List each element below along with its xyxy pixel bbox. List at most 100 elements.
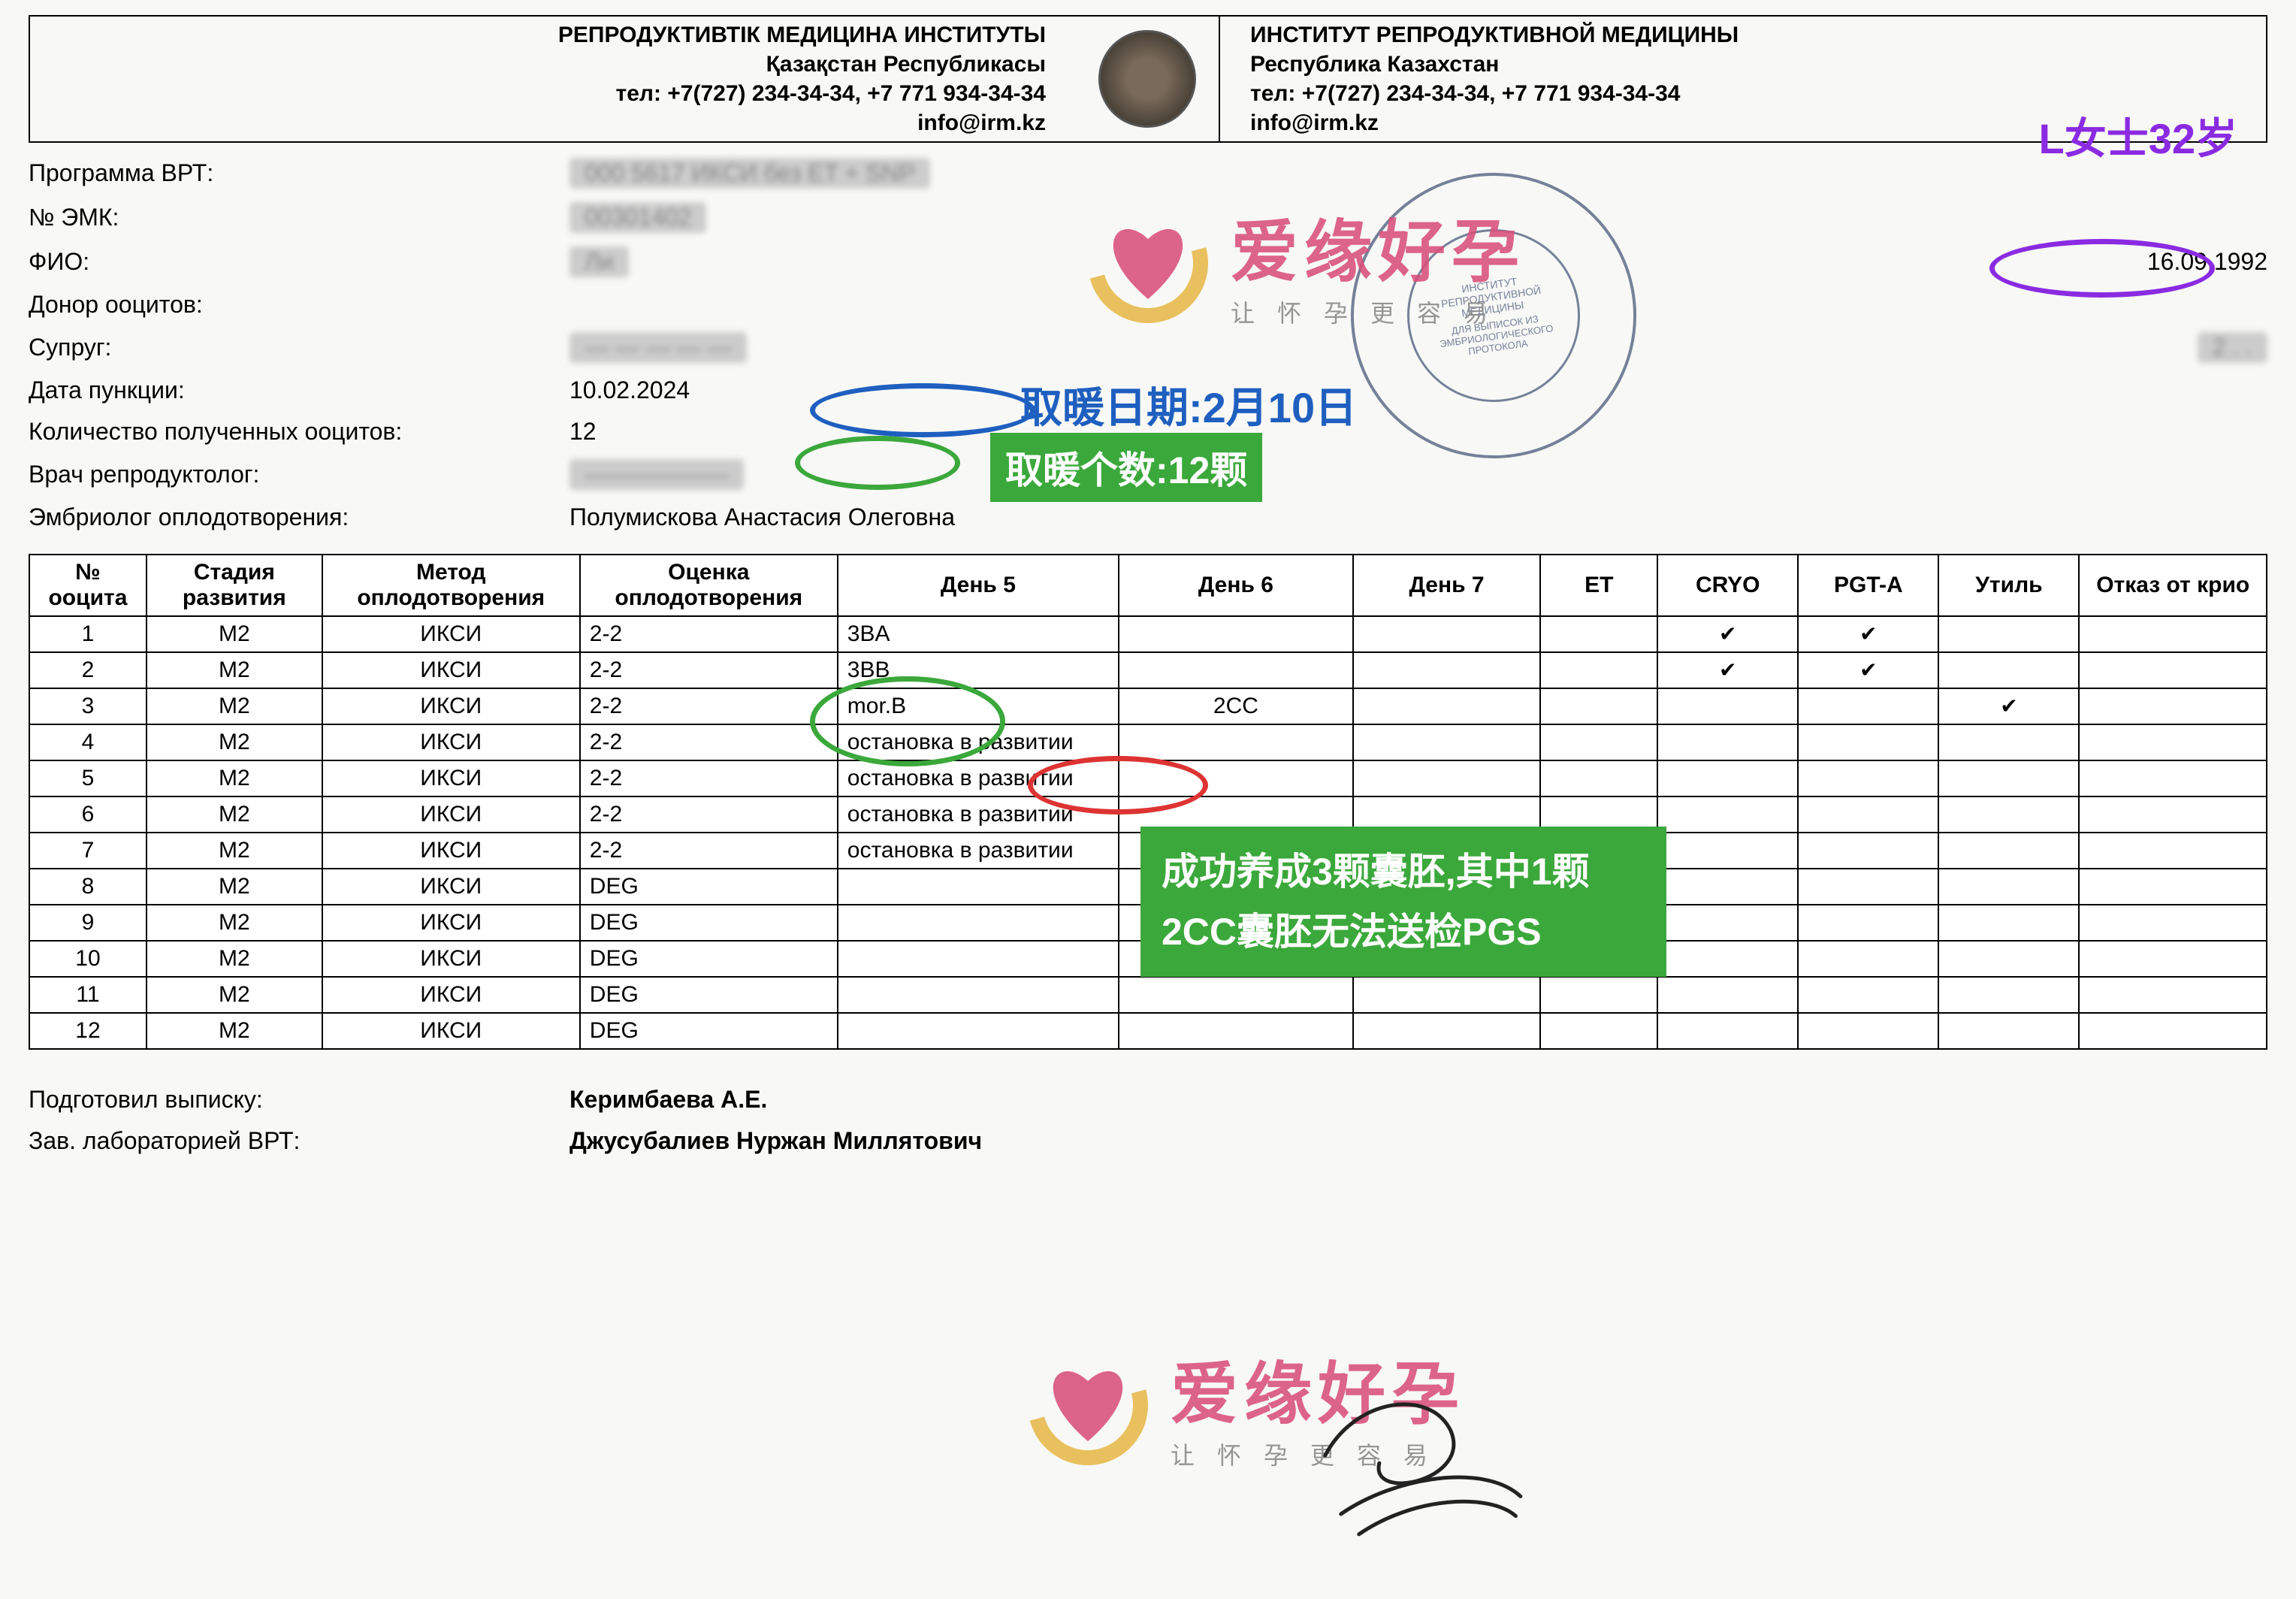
logo-title: 爱缘好孕 [1231, 197, 1525, 295]
watermark-logo-top: 爱缘好孕 让怀孕更容易 [1080, 195, 1525, 331]
table-cell: M2 [147, 833, 322, 869]
table-cell [2079, 688, 2267, 724]
table-cell [1540, 977, 1657, 1013]
date-annotation: 取暖日期:2月10日 [1020, 374, 1357, 435]
table-cell: M2 [147, 760, 322, 796]
table-cell [1798, 1013, 1938, 1049]
table-cell [1938, 616, 2079, 652]
letterhead: РЕПРОДУКТИВТІК МЕДИЦИНА ИНСТИТУТЫ Қазақс… [29, 15, 2267, 143]
table-cell: ИКСИ [322, 760, 580, 796]
table-cell [1938, 1013, 2079, 1049]
inst-name-kz: РЕПРОДУКТИВТІК МЕДИЦИНА ИНСТИТУТЫ [30, 20, 1046, 50]
table-cell [1540, 724, 1657, 760]
count-annotation: 取暖个数:12颗 [990, 433, 1262, 502]
table-cell [2079, 977, 2267, 1013]
check-icon [2000, 694, 2017, 718]
program-value: 000 5617 ИКСИ без ET + SNP [569, 158, 930, 189]
table-cell [1657, 869, 1798, 905]
col-header: CRYO [1657, 555, 1798, 616]
table-cell [2079, 1013, 2267, 1049]
table-cell [1798, 616, 1938, 652]
table-cell [1798, 760, 1938, 796]
country-kz: Қазақстан Республикасы [30, 50, 1046, 79]
table-row: 12M2ИКСИDEG [29, 1013, 2267, 1049]
table-cell: ИКСИ [322, 941, 580, 977]
table-cell: ИКСИ [322, 1013, 580, 1049]
phone-ru: тел: +7(727) 234-34-34, +7 771 934-34-34 [1250, 79, 2266, 108]
table-row: 4M2ИКСИ2-2остановка в развитии [29, 724, 2267, 760]
table-cell [1353, 760, 1540, 796]
table-cell: 3 [29, 688, 147, 724]
table-cell [1353, 688, 1540, 724]
check-icon [1719, 621, 1736, 646]
country-ru: Республика Казахстан [1250, 50, 2266, 79]
table-cell: M2 [147, 905, 322, 941]
table-cell: 2-2 [580, 652, 838, 688]
table-cell [838, 1013, 1119, 1049]
inst-name-ru: ИНСТИТУТ РЕПРОДУКТИВНОЙ МЕДИЦИНЫ [1250, 20, 2266, 50]
oocyte-count-label: Количество полученных ооцитов: [29, 418, 569, 446]
table-cell [1540, 688, 1657, 724]
table-cell: 2-2 [580, 724, 838, 760]
table-cell: 3BA [838, 616, 1119, 652]
table-cell: ИКСИ [322, 652, 580, 688]
table-cell [1657, 1013, 1798, 1049]
table-cell: DEG [580, 1013, 838, 1049]
col-header: Оценка оплодотворения [580, 555, 838, 616]
doctor-label: Врач репродуктолог: [29, 461, 569, 488]
table-cell [1798, 869, 1938, 905]
table-cell: M2 [147, 1013, 322, 1049]
table-cell [1119, 616, 1353, 652]
table-cell: DEG [580, 941, 838, 977]
fio-value: Ли [569, 246, 629, 277]
table-cell [2079, 796, 2267, 833]
table-cell: ИКСИ [322, 869, 580, 905]
table-cell [1657, 652, 1798, 688]
table-row: 2M2ИКСИ2-23BB [29, 652, 2267, 688]
table-cell [1938, 652, 2079, 688]
table-cell: ИКСИ [322, 688, 580, 724]
table-cell: 2 [29, 652, 147, 688]
table-cell [1119, 652, 1353, 688]
table-cell: ИКСИ [322, 833, 580, 869]
table-cell [1798, 833, 1938, 869]
table-cell [1798, 796, 1938, 833]
table-cell [1119, 724, 1353, 760]
table-cell: 2-2 [580, 688, 838, 724]
table-cell [2079, 905, 2267, 941]
fio-label: ФИО: [29, 248, 569, 276]
table-cell: M2 [147, 977, 322, 1013]
logo-subtitle: 让怀孕更容易 [1231, 295, 1525, 329]
table-cell [1540, 616, 1657, 652]
table-cell [2079, 941, 2267, 977]
table-cell [1938, 905, 2079, 941]
table-cell: M2 [147, 724, 322, 760]
table-cell: ИКСИ [322, 977, 580, 1013]
signature-icon [1295, 1368, 1542, 1576]
table-cell [1657, 796, 1798, 833]
table-cell: 8 [29, 869, 147, 905]
table-cell: 9 [29, 905, 147, 941]
table-cell: DEG [580, 869, 838, 905]
col-header: Метод оплодотворения [322, 555, 580, 616]
table-cell [1657, 833, 1798, 869]
table-cell [1657, 941, 1798, 977]
table-cell [1938, 833, 2079, 869]
table-cell [1798, 652, 1938, 688]
table-cell [1657, 760, 1798, 796]
table-cell: M2 [147, 652, 322, 688]
table-cell [2079, 652, 2267, 688]
table-cell: M2 [147, 796, 322, 833]
email-kz: info@irm.kz [30, 108, 1046, 138]
circle-dob [1989, 239, 2215, 298]
table-cell: ИКСИ [322, 616, 580, 652]
table-cell: M2 [147, 869, 322, 905]
table-cell [1657, 905, 1798, 941]
table-cell [1798, 688, 1938, 724]
table-cell [1938, 688, 2079, 724]
table-cell: 2-2 [580, 833, 838, 869]
emk-label: № ЭМК: [29, 204, 569, 231]
table-cell [2079, 760, 2267, 796]
table-row: 3M2ИКСИ2-2mor.B2CC [29, 688, 2267, 724]
table-cell: 2-2 [580, 796, 838, 833]
